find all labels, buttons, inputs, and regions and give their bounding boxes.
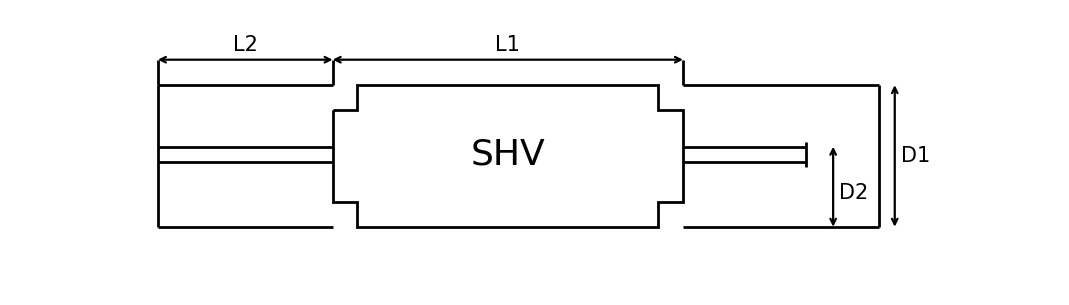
Text: L2: L2 [233, 35, 258, 55]
Text: D2: D2 [839, 183, 868, 203]
Text: SHV: SHV [470, 138, 545, 171]
Text: D1: D1 [901, 146, 930, 166]
Text: L1: L1 [495, 35, 521, 55]
